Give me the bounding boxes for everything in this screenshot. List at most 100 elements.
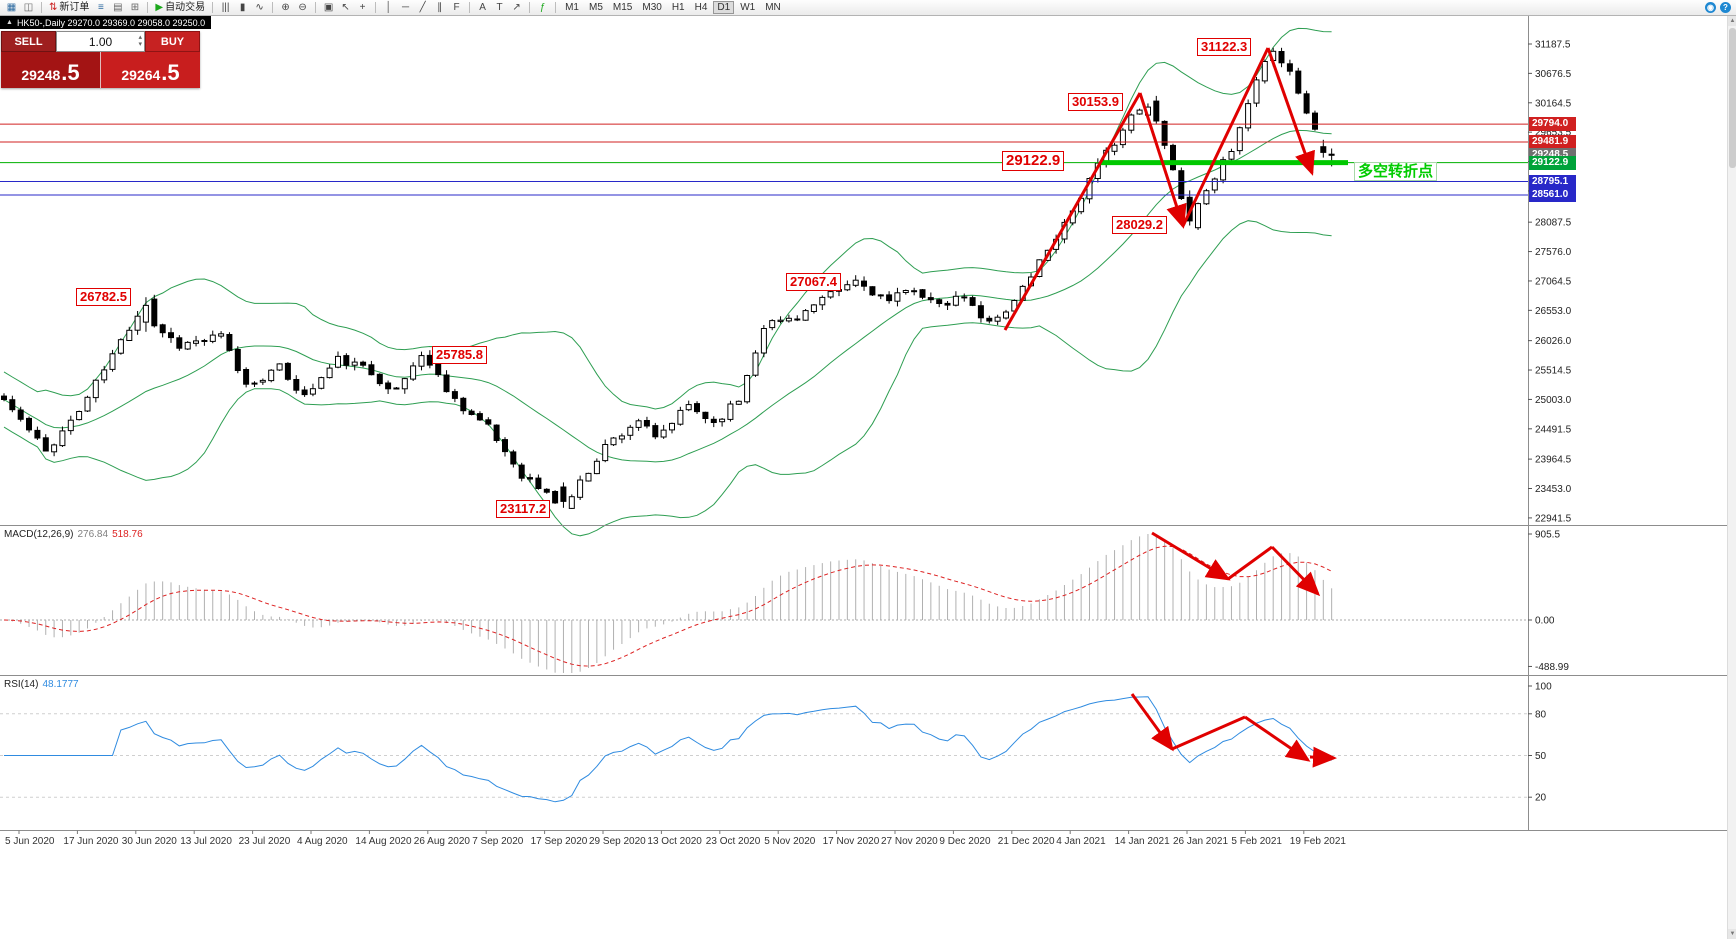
date-tick: 13 Oct 2020: [647, 836, 702, 847]
price-tick: 31187.5: [1535, 40, 1571, 51]
toolbar: ▦ ◫ ⇅ 新订单 ≡ ▤ ⊞ ▶ 自动交易 ||| ▮ ∿ ⊕ ⊖ ▣ ↖ + │ ─ ╱ ∥ F A T ↗ ƒ M1 M5 M15…: [0, 0, 1736, 16]
bar-chart-icon[interactable]: |||: [221, 1, 230, 13]
macd-signal-value: 518.76: [112, 529, 143, 540]
toolbar-separator: [315, 2, 317, 13]
vertical-line-icon[interactable]: │: [385, 1, 392, 13]
scrollbar-thumb[interactable]: [1729, 28, 1736, 168]
date-tick: 4 Jan 2021: [1056, 836, 1106, 847]
indicators-icon[interactable]: ƒ: [539, 1, 546, 13]
zoom-in-icon[interactable]: ⊕: [281, 1, 290, 13]
price-tick: 23964.5: [1535, 455, 1572, 466]
axis-price-box: 28561.0: [1529, 187, 1576, 202]
timeframe-h1[interactable]: H1: [671, 2, 685, 13]
buy-price: 29264: [121, 67, 161, 83]
volume-input[interactable]: 1.00 ▴ ▾: [56, 31, 145, 52]
toolbar-separator: [272, 2, 274, 13]
price-annotation[interactable]: 27067.4: [786, 273, 841, 291]
crosshair-icon[interactable]: +: [359, 1, 366, 13]
sell-button[interactable]: SELL: [1, 31, 56, 52]
macd-histogram: [11, 534, 1333, 673]
date-tick: 21 Dec 2020: [998, 836, 1055, 847]
line-chart-icon[interactable]: ∿: [255, 1, 264, 13]
price-annotation[interactable]: 23117.2: [496, 500, 551, 518]
spinner-down-icon: ▾: [138, 40, 142, 48]
trend-arrows: [1003, 47, 1337, 768]
community-icon[interactable]: ◉: [1705, 2, 1716, 13]
candlestick-icon[interactable]: ▮: [239, 1, 246, 13]
toolbar-separator: [529, 2, 531, 13]
level-lines: [0, 123, 1528, 196]
price-tick: 27576.0: [1535, 247, 1572, 258]
date-tick: 19 Feb 2021: [1290, 836, 1347, 847]
channel-icon[interactable]: ∥: [437, 1, 443, 13]
buy-price-panel[interactable]: 29264.5: [100, 52, 200, 88]
timeframe-d1[interactable]: D1: [713, 1, 735, 14]
chart-canvas[interactable]: 31187.530676.530164.529653.529142.028630…: [0, 16, 1736, 939]
candles: [1, 47, 1335, 509]
horizontal-line-icon[interactable]: ─: [402, 1, 410, 13]
toolbar-separator: [147, 2, 149, 13]
price-annotation[interactable]: 25785.8: [432, 346, 487, 364]
macd-name: MACD(12,26,9): [4, 529, 74, 540]
date-tick: 5 Nov 2020: [764, 836, 816, 847]
price-tick: 25514.5: [1535, 366, 1572, 377]
axis-price-box: 28795.1: [1529, 174, 1576, 189]
timeframe-mn[interactable]: MN: [765, 2, 781, 13]
fibonacci-icon[interactable]: F: [453, 1, 460, 13]
chart-title-bar[interactable]: ▲ HK50-,Daily 29270.0 29369.0 29058.0 29…: [0, 16, 212, 29]
volume-value: 1.00: [88, 34, 113, 49]
price-tick: 24491.5: [1535, 424, 1572, 435]
chart-window-icon[interactable]: ◫: [23, 1, 34, 13]
trendline-icon[interactable]: ╱: [419, 1, 426, 13]
timeframe-h4[interactable]: H4: [694, 2, 708, 13]
rsi-label: RSI(14) 48.1777: [4, 679, 79, 690]
buy-button[interactable]: BUY: [145, 31, 200, 52]
zoom-out-icon[interactable]: ⊖: [298, 1, 307, 13]
price-axis: 31187.530676.530164.529653.529142.028630…: [1528, 40, 1572, 524]
collapse-icon: ▲: [6, 19, 13, 26]
timeframe-m30[interactable]: M30: [642, 2, 662, 13]
help-icon[interactable]: ?: [1720, 2, 1731, 13]
toolbar-separator: [41, 2, 42, 13]
text-icon[interactable]: A: [479, 1, 486, 13]
navigator-icon[interactable]: ⊞: [130, 1, 140, 13]
tile-windows-icon[interactable]: ▣: [323, 1, 334, 13]
price-annotation[interactable]: 31122.3: [1197, 38, 1252, 56]
date-tick: 23 Oct 2020: [706, 836, 761, 847]
rsi-axis-tick: 80: [1535, 709, 1547, 720]
label-icon[interactable]: T: [496, 1, 503, 13]
scroll-up-icon[interactable]: ▲: [1728, 16, 1736, 26]
timeframe-m1[interactable]: M1: [565, 2, 579, 13]
price-tick: 26026.0: [1535, 336, 1572, 347]
timeframe-w1[interactable]: W1: [740, 2, 756, 13]
rsi-axis-tick: 100: [1535, 682, 1552, 693]
price-tick: 23453.0: [1535, 484, 1572, 495]
new-chart-icon[interactable]: ▦: [6, 1, 17, 13]
pivot-note[interactable]: 多空转折点: [1354, 162, 1438, 181]
price-annotation[interactable]: 29122.9: [1002, 151, 1065, 171]
price-annotation[interactable]: 28029.2: [1112, 216, 1167, 234]
cursor-icon[interactable]: ↖: [341, 1, 350, 13]
axis-price-box: 29481.9: [1529, 135, 1576, 149]
scroll-down-icon[interactable]: ▼: [1728, 929, 1736, 939]
timeframe-m5[interactable]: M5: [589, 2, 603, 13]
time-axis: 5 Jun 2020 17 Jun 2020 30 Jun 2020 13 Jul 2…: [5, 830, 1347, 847]
market-watch-icon[interactable]: ≡: [97, 1, 104, 13]
price-annotation[interactable]: 26782.5: [76, 288, 131, 306]
macd-label: MACD(12,26,9) 276.84 518.76: [4, 529, 143, 540]
rsi-axis-tick: 20: [1535, 793, 1547, 804]
date-tick: 23 Jul 2020: [239, 836, 291, 847]
vertical-scrollbar[interactable]: ▲ ▼: [1727, 16, 1736, 939]
volume-spinner[interactable]: ▴ ▾: [138, 32, 142, 51]
timeframe-m15[interactable]: M15: [612, 2, 633, 13]
sell-price: 29248: [21, 67, 61, 83]
new-order-button[interactable]: ⇅ 新订单: [49, 1, 90, 13]
price-annotation[interactable]: 30153.9: [1068, 93, 1123, 111]
sell-price-panel[interactable]: 29248.5: [1, 52, 100, 88]
macd-signal-line: [3, 545, 1332, 667]
data-window-icon[interactable]: ▤: [113, 1, 123, 13]
spinner-up-icon: ▴: [138, 33, 142, 41]
autotrade-button[interactable]: ▶ 自动交易: [155, 1, 206, 13]
axis-price-box: 29122.9: [1529, 155, 1576, 170]
arrow-tool-icon[interactable]: ↗: [512, 1, 521, 13]
